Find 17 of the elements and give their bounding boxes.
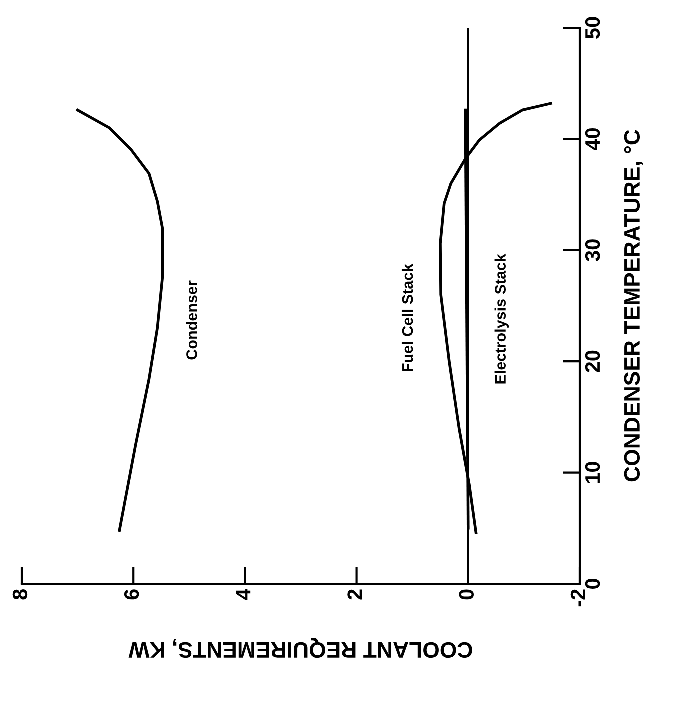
y-tick-label: 10 [585, 462, 600, 484]
text: Condenser [186, 280, 198, 360]
y-tick-label: 30 [585, 240, 600, 262]
x-tick-label: 2 [348, 590, 362, 600]
y-tick-label: 40 [585, 128, 600, 150]
x-tick-label: 6 [124, 590, 140, 600]
x-tick-label: -2 [570, 590, 586, 607]
x-tick-label: 8 [12, 590, 28, 600]
text: Fuel Cell Stack [402, 264, 414, 372]
y-tick-label: 0 [585, 579, 600, 589]
y-axis-title: CONDENSER TEMPERATURE, °C [624, 130, 644, 482]
y-tick-label: 20 [585, 350, 600, 372]
x-axis-title: COOLANT REQUIREMENTS, KW [128, 638, 472, 658]
text: Electrolysis Stack [494, 254, 510, 384]
x-tick-label: 0 [459, 590, 474, 600]
y-tick-label: 50 [585, 17, 600, 39]
x-tick-label: 4 [236, 588, 251, 600]
